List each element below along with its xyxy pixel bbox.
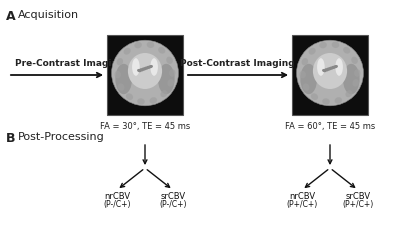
Ellipse shape xyxy=(112,40,178,106)
Ellipse shape xyxy=(169,69,176,77)
Ellipse shape xyxy=(331,66,336,69)
Ellipse shape xyxy=(134,42,142,48)
Ellipse shape xyxy=(126,93,133,100)
Ellipse shape xyxy=(116,58,123,66)
Text: Post-Processing: Post-Processing xyxy=(18,132,105,142)
Text: (P-/C+): (P-/C+) xyxy=(103,200,131,209)
Ellipse shape xyxy=(326,68,331,70)
Text: (P-/C+): (P-/C+) xyxy=(159,200,187,209)
Ellipse shape xyxy=(144,66,148,70)
Ellipse shape xyxy=(335,58,343,76)
Ellipse shape xyxy=(158,64,175,94)
Ellipse shape xyxy=(303,84,310,91)
Ellipse shape xyxy=(313,53,347,89)
Ellipse shape xyxy=(139,68,144,71)
Text: srCBV: srCBV xyxy=(346,192,370,201)
Text: B: B xyxy=(6,132,16,145)
Ellipse shape xyxy=(296,40,364,106)
Ellipse shape xyxy=(115,64,132,94)
Ellipse shape xyxy=(322,98,330,105)
Bar xyxy=(292,35,368,115)
Ellipse shape xyxy=(300,71,306,78)
Text: nrCBV: nrCBV xyxy=(104,192,130,201)
Ellipse shape xyxy=(319,42,327,48)
Text: (P+/C+): (P+/C+) xyxy=(286,200,318,209)
Ellipse shape xyxy=(322,69,326,72)
Text: srCBV: srCBV xyxy=(160,192,186,201)
Ellipse shape xyxy=(311,93,318,100)
Ellipse shape xyxy=(114,71,121,78)
Ellipse shape xyxy=(308,48,316,55)
Text: FA = 30°, TE = 45 ms: FA = 30°, TE = 45 ms xyxy=(100,122,190,131)
Ellipse shape xyxy=(302,58,308,66)
Ellipse shape xyxy=(142,68,146,70)
Ellipse shape xyxy=(334,65,338,68)
Ellipse shape xyxy=(148,65,153,68)
Ellipse shape xyxy=(334,97,342,104)
Ellipse shape xyxy=(351,56,358,64)
Ellipse shape xyxy=(150,58,158,76)
Ellipse shape xyxy=(137,98,145,105)
Ellipse shape xyxy=(118,84,124,91)
Ellipse shape xyxy=(300,64,317,94)
Ellipse shape xyxy=(346,90,352,97)
Ellipse shape xyxy=(343,64,360,94)
Ellipse shape xyxy=(150,97,157,104)
Ellipse shape xyxy=(128,53,162,89)
Ellipse shape xyxy=(168,79,174,86)
Text: Acquisition: Acquisition xyxy=(18,10,79,20)
Ellipse shape xyxy=(343,47,350,54)
Text: nrCBV: nrCBV xyxy=(289,192,315,201)
Text: A: A xyxy=(6,10,16,23)
Text: Post-Contrast Imaging: Post-Contrast Imaging xyxy=(180,59,295,68)
Text: (P+/C+): (P+/C+) xyxy=(342,200,374,209)
Ellipse shape xyxy=(124,48,131,55)
Ellipse shape xyxy=(354,69,360,77)
Ellipse shape xyxy=(332,42,339,48)
Ellipse shape xyxy=(146,66,151,69)
Ellipse shape xyxy=(317,58,325,76)
Ellipse shape xyxy=(324,68,329,71)
Ellipse shape xyxy=(158,47,165,54)
Text: FA = 60°, TE = 45 ms: FA = 60°, TE = 45 ms xyxy=(285,122,375,131)
Ellipse shape xyxy=(352,79,359,86)
Ellipse shape xyxy=(137,69,142,72)
Ellipse shape xyxy=(329,66,334,70)
Bar xyxy=(107,35,183,115)
Ellipse shape xyxy=(132,58,140,76)
Ellipse shape xyxy=(166,56,173,64)
Ellipse shape xyxy=(160,90,168,97)
Text: Pre-Contrast Imaging: Pre-Contrast Imaging xyxy=(15,59,125,68)
Ellipse shape xyxy=(147,42,154,48)
